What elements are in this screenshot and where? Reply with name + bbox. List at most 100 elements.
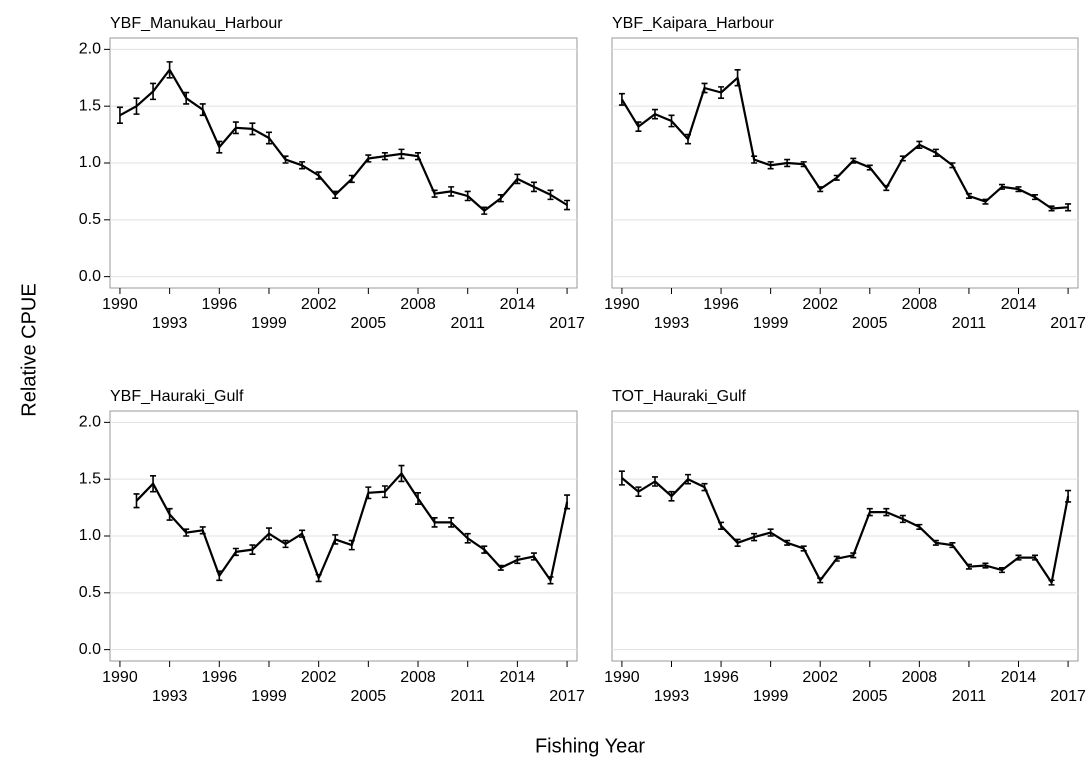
error-bar [183,91,190,105]
error-bar [883,184,890,192]
error-bar [1048,579,1055,586]
error-bar [564,199,571,211]
x-tick-label: 1996 [202,296,238,313]
error-bar [381,151,388,161]
x-tick-label: 2005 [351,315,387,332]
x-tick-label: 2017 [1050,315,1086,332]
error-bar [150,82,157,101]
x-tick-label: 2008 [902,669,938,686]
error-bar [249,122,256,136]
x-tick-label: 2011 [450,315,485,332]
error-bar [398,148,405,160]
x-tick-label: 2017 [1050,688,1086,705]
error-bar [767,528,774,537]
x-tick-label: 2014 [500,296,536,313]
error-bar [718,521,725,530]
x-tick-label: 2017 [549,315,585,332]
error-bar [751,532,758,542]
error-bar [685,473,692,485]
x-tick-label: 2005 [852,315,888,332]
error-bar [899,155,906,162]
error-bar [530,181,537,193]
error-bar [949,162,956,169]
panel-title: YBF_Hauraki_Gulf [110,388,244,405]
error-bar [381,485,388,499]
x-tick-label: 2011 [952,315,987,332]
error-bar [481,206,488,215]
error-bar [365,154,372,163]
error-bar [282,539,289,549]
x-tick-label: 2008 [902,296,938,313]
y-tick-label: 1.5 [79,470,101,487]
x-tick-label: 2017 [549,688,585,705]
error-bar [833,174,840,181]
error-bar [998,183,1005,190]
error-bar [850,552,857,559]
error-bar [998,567,1005,574]
error-bar [635,121,642,132]
error-bar [448,186,455,197]
error-bar [497,194,504,203]
error-bar [547,576,554,585]
error-bar [431,189,438,198]
error-bar [530,552,537,561]
error-bar [734,69,741,87]
x-tick-label: 2002 [802,296,838,313]
error-bar [932,539,939,546]
x-tick-label: 2002 [301,669,337,686]
x-tick-label: 1990 [604,296,640,313]
error-bar [265,131,272,145]
x-tick-label: 1993 [654,688,690,705]
error-bar [817,577,824,584]
error-bar [299,529,306,538]
x-tick-label: 2014 [500,669,536,686]
error-bar [982,198,989,205]
x-tick-label: 1993 [152,688,188,705]
error-bar [315,171,322,180]
y-tick-label: 2.0 [79,414,101,431]
x-tick-label: 2011 [450,688,485,705]
x-tick-label: 2005 [351,688,387,705]
error-bar [497,564,504,571]
error-bar [216,140,223,154]
y-tick-label: 0.0 [79,268,101,285]
error-bar [949,542,956,549]
error-bar [299,161,306,170]
error-bar [883,507,890,517]
error-bar [866,507,873,517]
error-bar [398,464,405,483]
error-bar [265,527,272,541]
error-bar [718,86,725,100]
error-bar [365,486,372,500]
data-line [621,477,1070,584]
error-bar [668,490,675,502]
error-bar [800,161,807,168]
error-bar [1015,186,1022,193]
x-tick-label: 2008 [400,669,436,686]
x-tick-label: 2011 [952,688,987,705]
error-bar [916,140,923,150]
error-bar [833,555,840,562]
error-bar [618,92,625,106]
y-tick-label: 1.5 [79,97,101,114]
error-bar [784,539,791,546]
error-bar [464,190,471,202]
x-tick-label: 1996 [703,669,739,686]
error-bar [216,570,223,582]
error-bar [249,544,256,555]
panel-title: TOT_Hauraki_Gulf [612,388,747,405]
error-bar [332,534,339,545]
error-bar [618,470,625,486]
error-bar [116,106,123,125]
error-bar [800,545,807,552]
error-bar [701,482,708,492]
error-bar [199,103,206,117]
error-bar [734,538,741,548]
y-tick-label: 0.5 [79,211,101,228]
x-tick-label: 1996 [202,669,238,686]
x-tick-label: 1993 [654,315,690,332]
y-tick-label: 0.0 [79,641,101,658]
error-bar [415,151,422,161]
